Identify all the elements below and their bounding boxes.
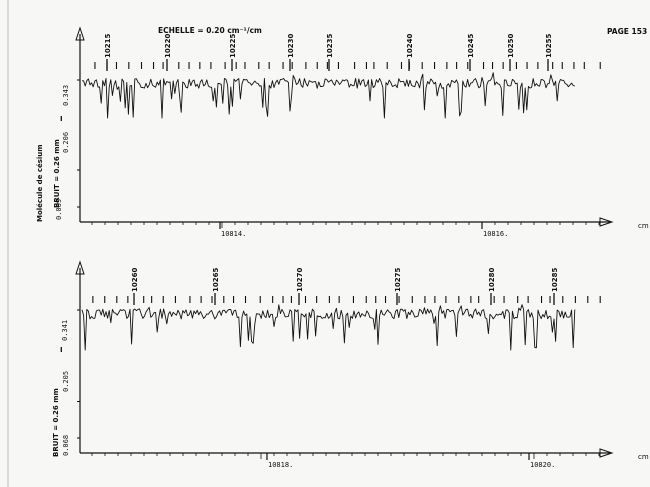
- x-unit-top: cm: [638, 222, 649, 230]
- page-number: PAGE 153: [607, 27, 648, 36]
- line-number-label-0-5: 10240: [406, 34, 414, 58]
- x-tick-label-top-1: 10816.: [483, 230, 509, 238]
- line-number-label-1-1: 10265: [212, 268, 220, 292]
- line-number-label-0-6: 10245: [467, 34, 475, 58]
- line-number-label-0-3: 10230: [287, 34, 295, 58]
- y-marker-bottom: I: [60, 346, 63, 354]
- x-tick-label-bottom-1: 10820.: [530, 461, 556, 469]
- x-tick-label-top-0: 10814.: [221, 230, 247, 238]
- line-number-label-1-5: 10285: [551, 268, 559, 292]
- x-tick-label-bottom-0: 10818.: [268, 461, 294, 469]
- y-marker-top: I: [60, 115, 63, 123]
- y-axis-arrow-0: [75, 26, 85, 41]
- line-number-label-0-1: 10220: [164, 34, 172, 58]
- line-number-label-0-2: 10225: [229, 34, 237, 58]
- line-number-label-1-0: 10260: [131, 268, 139, 292]
- line-number-label-1-2: 10270: [296, 268, 304, 292]
- spectrum-trace-1: [81, 304, 576, 351]
- x-unit-bottom: cm: [638, 453, 649, 461]
- line-number-label-0-8: 10255: [545, 34, 553, 58]
- scale-label: ECHELLE = 0.20 cm⁻¹/cm: [158, 26, 262, 35]
- y-axis-arrow-1: [75, 260, 85, 275]
- line-number-label-1-3: 10275: [394, 268, 402, 292]
- x-axis-arrow-0: [599, 217, 614, 227]
- line-number-label-0-0: 10215: [104, 34, 112, 58]
- line-number-label-0-4: 10235: [326, 34, 334, 58]
- line-number-label-0-7: 10250: [507, 34, 515, 58]
- spectrum-trace-0: [82, 72, 575, 119]
- x-axis-arrow-1: [599, 448, 614, 458]
- line-number-label-1-4: 10280: [488, 268, 496, 292]
